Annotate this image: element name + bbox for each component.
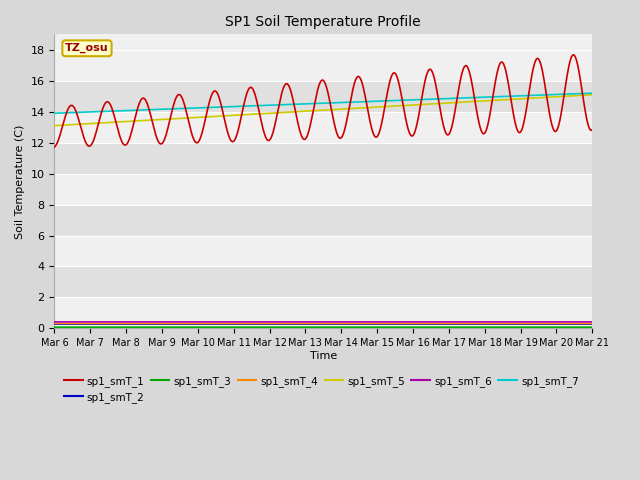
sp1_smT_2 bbox=[588, 321, 596, 327]
sp1_smT_3 bbox=[157, 324, 164, 330]
Line: sp1_smT_5: sp1_smT_5 bbox=[54, 95, 592, 126]
Line: sp1_smT_1: sp1_smT_1 bbox=[54, 55, 592, 147]
sp1_smT_3 bbox=[170, 324, 178, 330]
sp1_smT_6 bbox=[588, 319, 596, 325]
sp1_smT_7 bbox=[588, 90, 596, 96]
Bar bbox=[54, 236, 592, 266]
sp1_smT_7 bbox=[524, 93, 532, 98]
sp1_smT_5 bbox=[588, 92, 596, 97]
sp1_smT_2 bbox=[230, 321, 238, 327]
sp1_smT_3 bbox=[51, 324, 58, 330]
sp1_smT_2 bbox=[157, 321, 164, 327]
Text: TZ_osu: TZ_osu bbox=[65, 43, 109, 53]
Bar bbox=[54, 204, 592, 236]
sp1_smT_2 bbox=[170, 321, 178, 327]
sp1_smT_3 bbox=[407, 324, 415, 330]
sp1_smT_6 bbox=[477, 319, 484, 325]
sp1_smT_1 bbox=[570, 52, 577, 58]
Legend: sp1_smT_1, sp1_smT_2, sp1_smT_3, sp1_smT_4, sp1_smT_5, sp1_smT_6, sp1_smT_7: sp1_smT_1, sp1_smT_2, sp1_smT_3, sp1_smT… bbox=[60, 372, 583, 407]
sp1_smT_6 bbox=[170, 319, 178, 325]
sp1_smT_4 bbox=[157, 321, 164, 326]
sp1_smT_2 bbox=[524, 321, 532, 327]
sp1_smT_2 bbox=[477, 321, 484, 327]
sp1_smT_1 bbox=[524, 94, 532, 100]
sp1_smT_4 bbox=[170, 321, 178, 326]
sp1_smT_6 bbox=[407, 319, 415, 325]
sp1_smT_5 bbox=[407, 102, 415, 108]
Bar bbox=[54, 298, 592, 328]
sp1_smT_4 bbox=[51, 321, 58, 326]
sp1_smT_4 bbox=[407, 321, 415, 326]
X-axis label: Time: Time bbox=[310, 351, 337, 361]
sp1_smT_7 bbox=[51, 110, 58, 116]
Bar bbox=[54, 174, 592, 204]
Bar bbox=[54, 143, 592, 174]
sp1_smT_1 bbox=[230, 138, 238, 144]
sp1_smT_1 bbox=[407, 132, 415, 138]
sp1_smT_4 bbox=[524, 321, 532, 326]
sp1_smT_1 bbox=[157, 141, 164, 147]
sp1_smT_3 bbox=[477, 324, 484, 330]
sp1_smT_4 bbox=[477, 321, 484, 326]
Bar bbox=[54, 50, 592, 81]
sp1_smT_4 bbox=[588, 321, 596, 326]
sp1_smT_7 bbox=[230, 104, 238, 109]
sp1_smT_1 bbox=[170, 101, 178, 107]
sp1_smT_7 bbox=[170, 106, 178, 112]
Bar bbox=[54, 81, 592, 112]
sp1_smT_5 bbox=[170, 116, 178, 121]
sp1_smT_2 bbox=[51, 321, 58, 327]
sp1_smT_6 bbox=[157, 319, 164, 325]
sp1_smT_6 bbox=[51, 319, 58, 325]
sp1_smT_1 bbox=[477, 127, 484, 132]
sp1_smT_5 bbox=[157, 117, 164, 122]
sp1_smT_7 bbox=[407, 97, 415, 103]
sp1_smT_7 bbox=[477, 95, 484, 100]
sp1_smT_6 bbox=[524, 319, 532, 325]
sp1_smT_2 bbox=[407, 321, 415, 327]
sp1_smT_3 bbox=[588, 324, 596, 330]
sp1_smT_6 bbox=[230, 319, 238, 325]
sp1_smT_7 bbox=[157, 107, 164, 112]
Line: sp1_smT_7: sp1_smT_7 bbox=[54, 93, 592, 113]
Title: SP1 Soil Temperature Profile: SP1 Soil Temperature Profile bbox=[225, 15, 421, 29]
Bar bbox=[54, 112, 592, 143]
sp1_smT_5 bbox=[230, 112, 238, 118]
sp1_smT_1 bbox=[51, 144, 58, 150]
Y-axis label: Soil Temperature (C): Soil Temperature (C) bbox=[15, 124, 25, 239]
sp1_smT_3 bbox=[524, 324, 532, 330]
sp1_smT_5 bbox=[524, 96, 532, 101]
Bar bbox=[54, 266, 592, 298]
sp1_smT_3 bbox=[230, 324, 238, 330]
sp1_smT_5 bbox=[477, 98, 484, 104]
sp1_smT_5 bbox=[51, 123, 58, 129]
sp1_smT_4 bbox=[230, 321, 238, 326]
sp1_smT_1 bbox=[588, 127, 596, 132]
